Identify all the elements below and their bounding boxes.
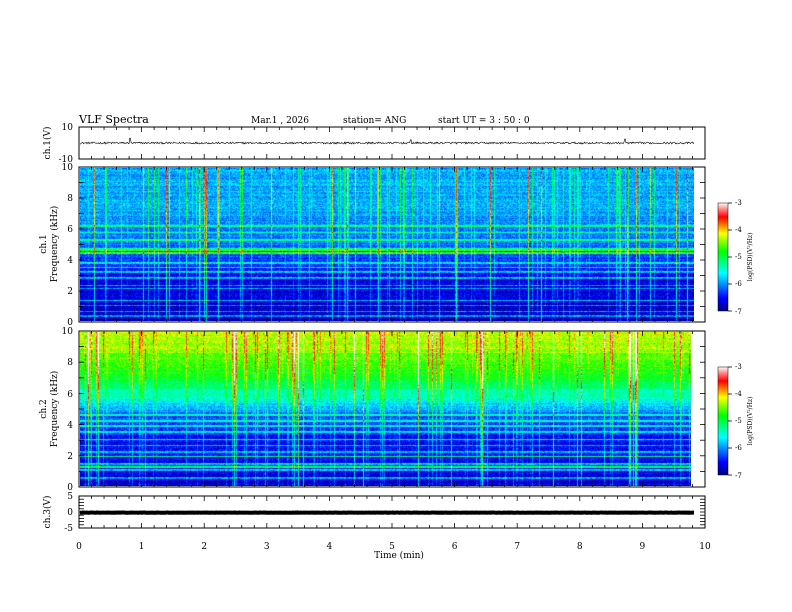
xtick-1: 1: [139, 542, 145, 552]
ch2-cb-tick-m4: -4: [735, 390, 742, 398]
header-station: station= ANG: [343, 116, 406, 126]
ch2-cb-tick-m7: -7: [735, 472, 742, 480]
ch1-cb-tick-m6: -6: [735, 280, 742, 288]
ch2-spec-ytick-0: 0: [67, 483, 73, 493]
xtick-0: 0: [76, 542, 82, 552]
ch2-colorbar-ticks: [728, 366, 732, 476]
ch2-cb-tick-m3: -3: [735, 363, 742, 371]
xtick-6: 6: [452, 542, 458, 552]
ch1-colorbar-ticks: [728, 202, 732, 312]
x-axis-label: Time (min): [374, 550, 424, 561]
ch3-ticks: [78, 495, 706, 529]
ch1-waveform-trace: [79, 137, 695, 145]
ch1-ytick-top: 10: [62, 123, 74, 133]
ch2-cb-tick-m5: -5: [735, 417, 742, 425]
ch2-spec-ylabel-line2: Frequency (kHz): [49, 371, 60, 448]
ch2-spec-ytick-6: 6: [67, 390, 73, 400]
ch1-spec-ylabel-line2: Frequency (kHz): [49, 206, 60, 283]
ch3-waveform-ylabel: ch.3(V): [42, 496, 53, 529]
xtick-8: 8: [577, 542, 583, 552]
ch1-spectrogram-panel: 0 2 4 6 8 10 ch.1 Frequency (kHz) -3 -4 …: [39, 163, 754, 328]
ch2-spec-ytick-8: 8: [67, 358, 73, 368]
ch1-cb-tick-m5: -5: [735, 253, 742, 261]
ch3-ytick-m5: -5: [64, 524, 73, 534]
figure-title: VLF Spectra: [78, 113, 149, 126]
ch2-spec-ytick-10: 10: [62, 327, 74, 337]
header-date: Mar.1 , 2026: [251, 116, 309, 126]
ch1-cb-tick-m4: -4: [735, 226, 742, 234]
x-axis: 0 1 2 3 4 5 6 7 8 9 10 Time (min): [76, 542, 711, 561]
ch3-waveform-panel: 5 0 -5 ch.3(V): [42, 492, 706, 534]
xtick-3: 3: [264, 542, 270, 552]
xtick-10: 10: [699, 542, 711, 552]
xtick-2: 2: [201, 542, 207, 552]
ch1-spec-ytick-2: 2: [67, 287, 73, 297]
ch1-x-ticks: [78, 127, 706, 159]
ch3-ytick-5: 5: [67, 492, 73, 502]
xtick-5: 5: [389, 542, 395, 552]
ch1-ytick-bottom: -10: [59, 155, 74, 165]
xtick-4: 4: [327, 542, 333, 552]
ch1-spec-ytick-10: 10: [62, 163, 74, 173]
ch2-spectrogram-panel: 0 2 4 6 8 10 ch.2 Frequency (kHz) -3 -4 …: [39, 327, 754, 493]
ch2-spec-ylabel-line1: ch.2: [39, 399, 49, 418]
xtick-7: 7: [514, 542, 520, 552]
ch1-spec-ylabel-line1: ch.1: [39, 234, 49, 253]
ch1-colorbar: [717, 202, 729, 312]
ch1-colorbar-label: log(PSD)(V²/Hz): [747, 233, 754, 282]
ch2-spec-ytick-4: 4: [67, 421, 73, 431]
ch1-spec-ytick-6: 6: [67, 225, 73, 235]
ch1-cb-tick-m3: -3: [735, 199, 742, 207]
ch3-ytick-0: 0: [67, 508, 73, 518]
ch1-waveform-panel: 10 -10 ch.1(V): [42, 123, 706, 165]
ch1-spectrogram-image: [80, 168, 694, 321]
ch2-colorbar: [717, 366, 729, 476]
ch1-cb-tick-m7: -7: [735, 308, 742, 316]
ch2-spectrogram-ticks: [78, 330, 706, 488]
ch1-spec-ytick-0: 0: [67, 318, 73, 328]
ch2-colorbar-label: log(PSD)(V²/Hz): [747, 397, 754, 446]
ch1-spectrogram-ticks: [78, 166, 706, 323]
ch1-waveform-ylabel: ch.1(V): [42, 127, 53, 160]
ch1-spec-ytick-4: 4: [67, 256, 73, 266]
ch1-spec-ytick-8: 8: [67, 194, 73, 204]
header-start-ut: start UT = 3 : 50 : 0: [438, 116, 530, 126]
ch2-spec-ytick-2: 2: [67, 452, 73, 462]
ch2-cb-tick-m6: -6: [735, 444, 742, 452]
ch2-spectrogram-image: [80, 332, 691, 486]
xtick-9: 9: [640, 542, 646, 552]
